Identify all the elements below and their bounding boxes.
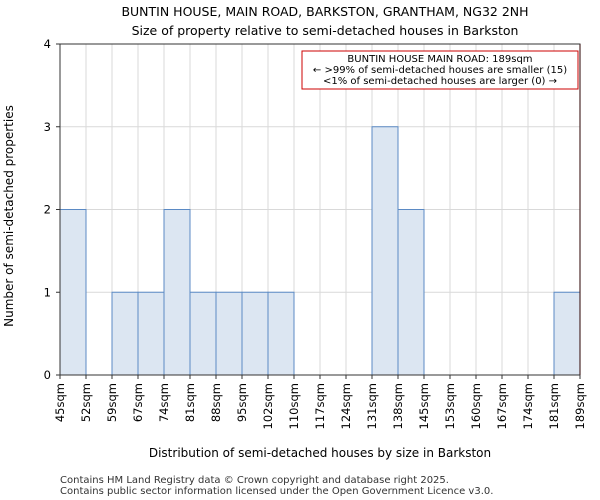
x-tick-label: 138sqm [391, 383, 405, 429]
x-axis-label: Distribution of semi-detached houses by … [149, 446, 491, 460]
annotation-frame [301, 50, 579, 90]
y-axis-label: Number of semi-detached properties [2, 105, 16, 327]
y-ticks: 0 1 2 3 4 [44, 37, 60, 382]
x-tick-label: 59sqm [105, 383, 119, 422]
x-tick-label: 88sqm [209, 383, 223, 422]
chart-title: BUNTIN HOUSE, MAIN ROAD, BARKSTON, GRANT… [121, 4, 528, 19]
bars [59, 126, 581, 376]
x-tick-label: 153sqm [443, 383, 457, 429]
footer-line-2: Contains public sector information licen… [60, 486, 493, 497]
bar [215, 291, 243, 376]
x-tick-label: 81sqm [183, 383, 197, 422]
x-tick-label: 181sqm [547, 383, 561, 429]
annotation-line-1: BUNTIN HOUSE MAIN ROAD: 189sqm [347, 54, 532, 65]
bar [137, 291, 165, 376]
x-tick-label: 174sqm [521, 383, 535, 429]
x-tick-label: 160sqm [469, 383, 483, 429]
y-tick-label: 0 [44, 368, 51, 382]
footer-line-1: Contains HM Land Registry data © Crown c… [60, 475, 449, 486]
bar [267, 291, 295, 376]
x-tick-label: 67sqm [131, 383, 145, 422]
x-tick-label: 45sqm [53, 383, 67, 422]
y-tick-label: 4 [44, 37, 51, 51]
chart-subtitle: Size of property relative to semi-detach… [132, 23, 519, 38]
x-tick-label: 74sqm [157, 383, 171, 422]
x-tick-label: 189sqm [573, 383, 587, 429]
x-ticks: 45sqm 52sqm 59sqm 67sqm 74sqm 81sqm 88sqm 95sqm… [53, 375, 587, 429]
x-tick-label: 167sqm [495, 383, 509, 429]
y-tick-label: 1 [44, 285, 51, 299]
x-tick-label: 52sqm [79, 383, 93, 422]
x-tick-label: 124sqm [339, 383, 353, 429]
x-tick-label: 95sqm [235, 383, 249, 422]
bar [189, 291, 217, 376]
bar [553, 291, 581, 376]
annotation-line-2: ← >99% of semi-detached houses are small… [313, 65, 567, 76]
y-tick-label: 3 [44, 120, 51, 134]
bar [163, 209, 191, 376]
bar [241, 291, 269, 376]
y-tick-label: 2 [44, 203, 51, 217]
x-tick-label: 110sqm [287, 383, 301, 429]
x-tick-label: 117sqm [313, 383, 327, 429]
x-tick-label: 131sqm [365, 383, 379, 429]
bar [111, 291, 139, 376]
annotation-box: BUNTIN HOUSE MAIN ROAD: 189sqm ← >99% of… [301, 50, 579, 90]
annotation-line-3: <1% of semi-detached houses are larger (… [323, 76, 557, 87]
x-tick-label: 102sqm [261, 383, 275, 429]
bar [397, 209, 425, 376]
x-tick-label: 145sqm [417, 383, 431, 429]
bar [371, 126, 399, 376]
bar [59, 209, 87, 376]
